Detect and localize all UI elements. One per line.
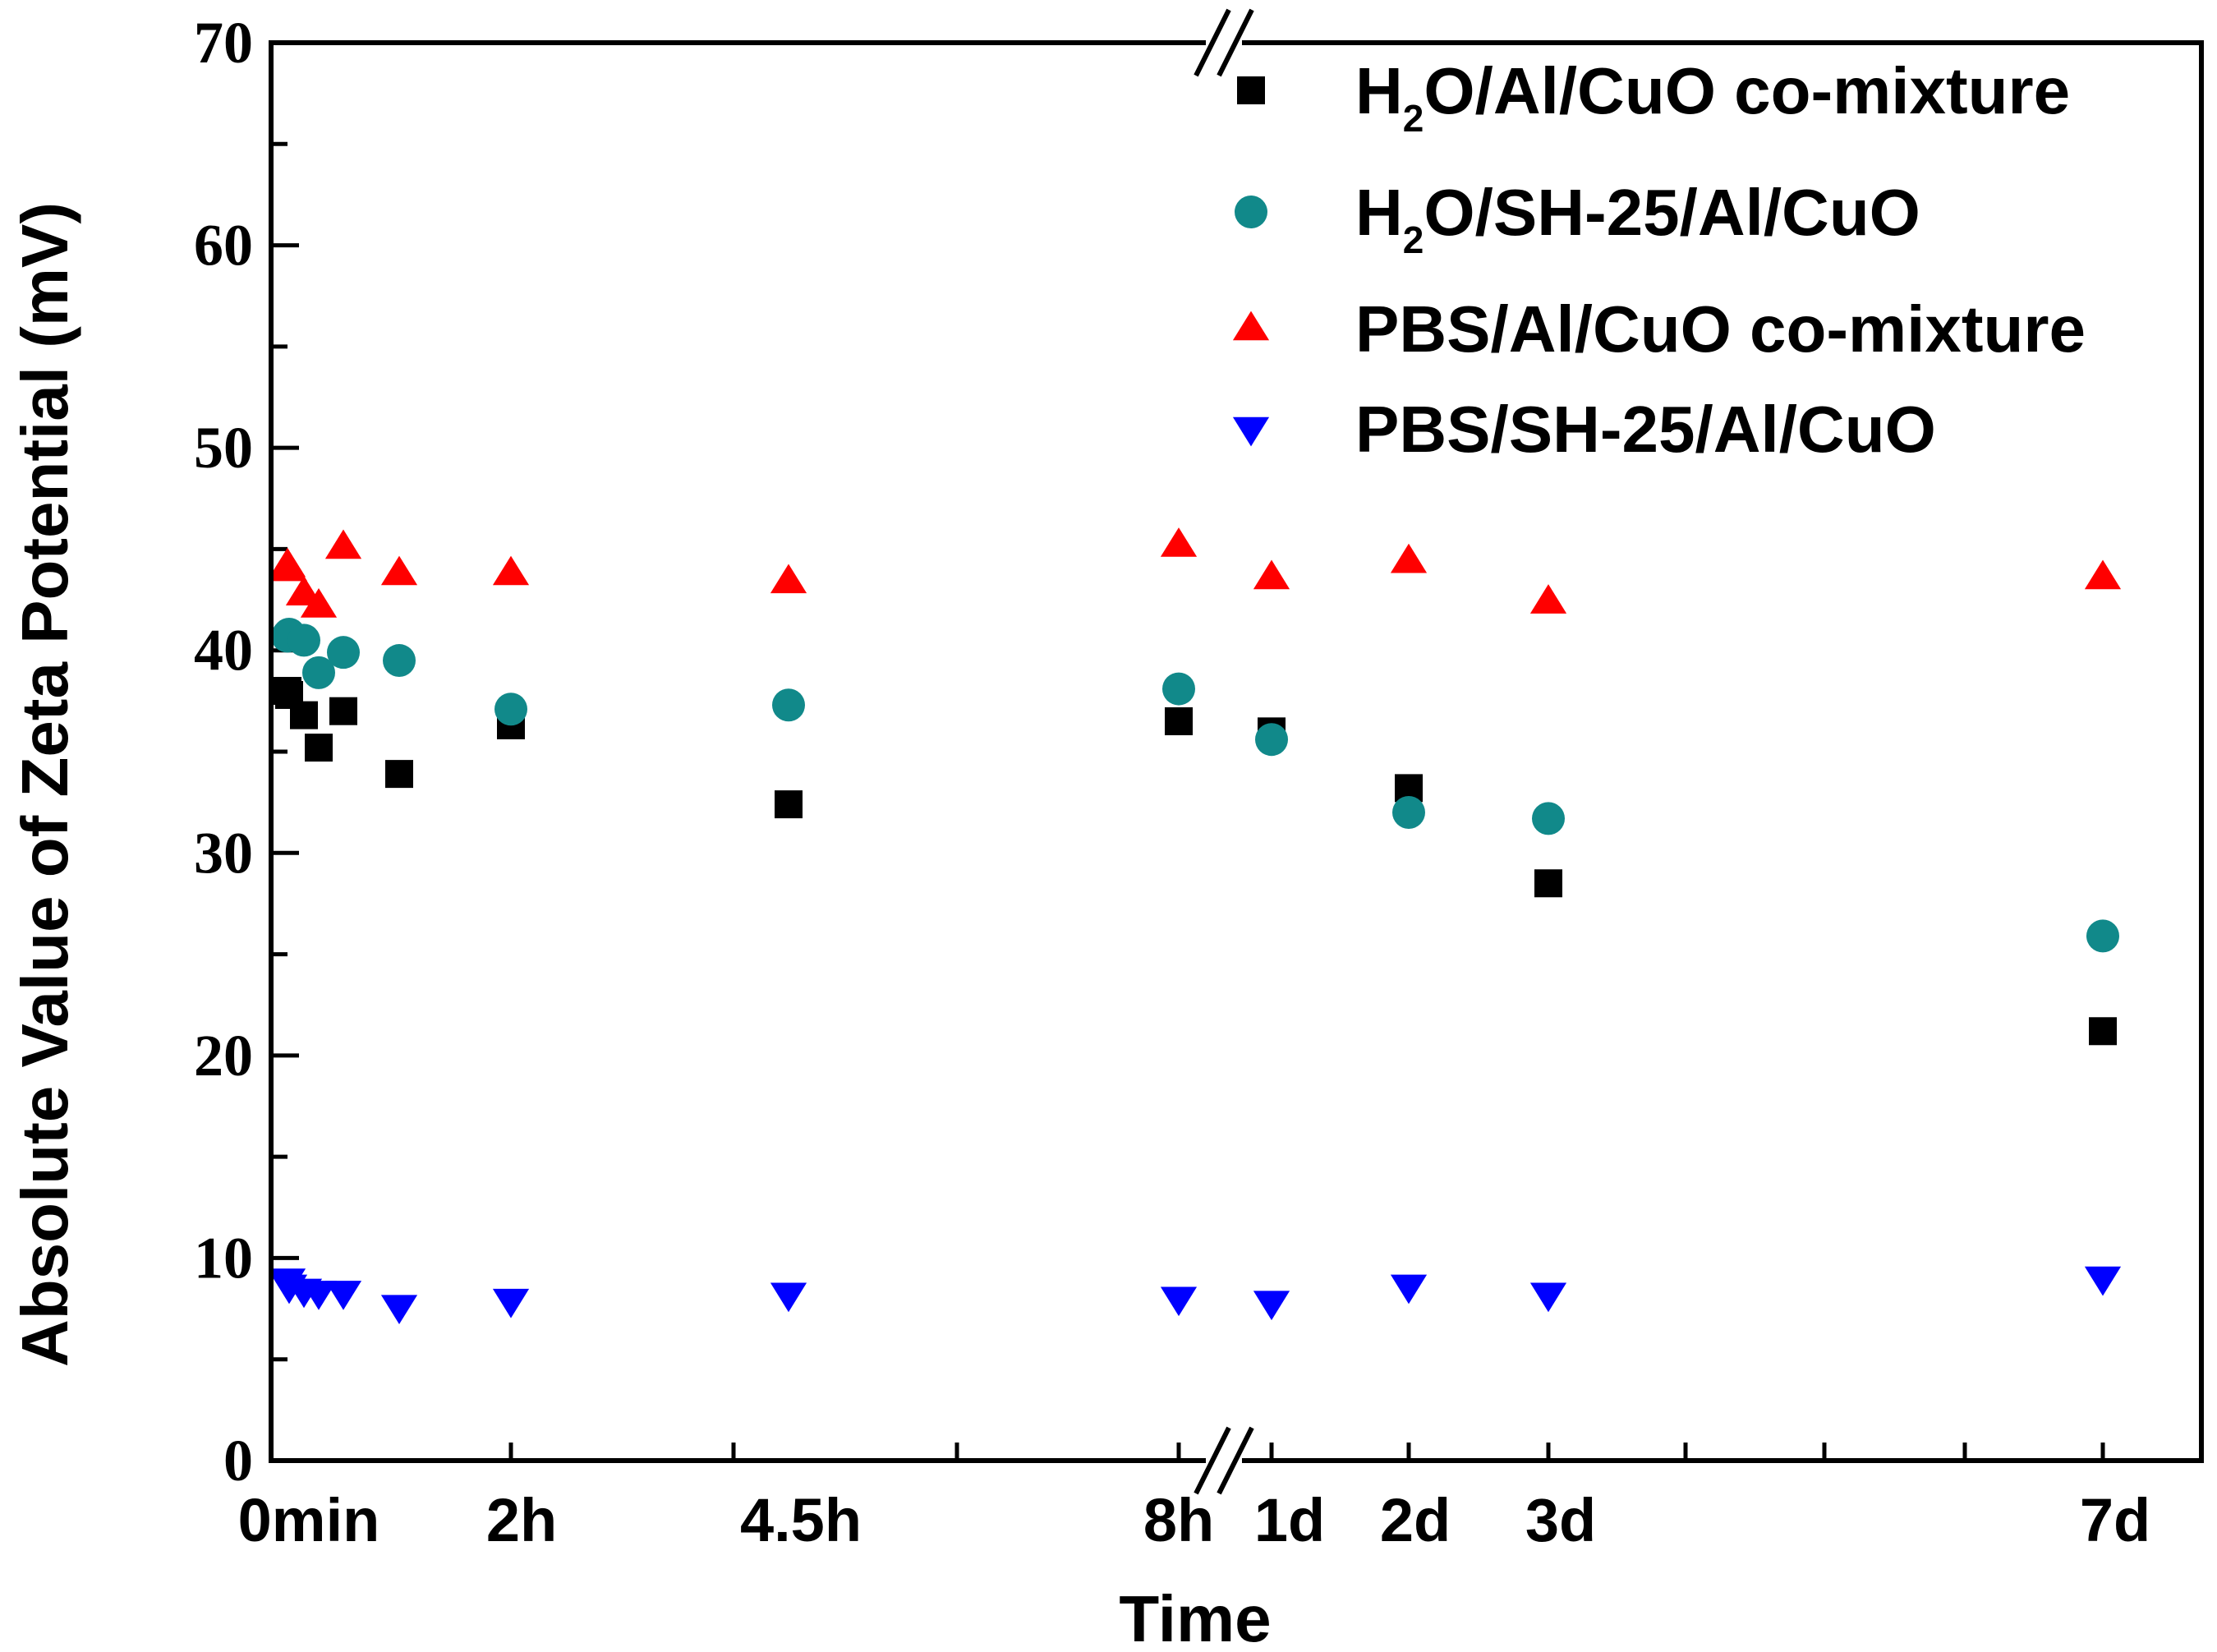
data-point-square <box>329 697 357 725</box>
data-point-triangle-up <box>492 555 530 586</box>
data-point-circle <box>2086 919 2119 953</box>
data-point-triangle-down <box>1390 1274 1428 1305</box>
data-point-circle <box>327 636 360 670</box>
series-3 <box>269 527 2122 618</box>
data-point-circle <box>772 688 805 722</box>
axis-break <box>1194 8 1254 1495</box>
y-axis-title: Absolute Value of Zeta Potential (mV) <box>8 202 81 1367</box>
data-point-square <box>385 760 413 789</box>
y-tick-label: 0 <box>223 1428 253 1493</box>
data-point-circle <box>287 624 320 657</box>
x-axis-title: Time <box>1119 1582 1271 1652</box>
x-tick-label: 2h <box>486 1486 557 1554</box>
legend: H2O/Al/CuO co-mixture H2O/SH-25/Al/CuO PBS… <box>1232 54 2086 466</box>
y-tick-label: 10 <box>194 1225 253 1291</box>
y-tick-labels: 0 10 20 30 40 50 60 70 <box>194 10 253 1493</box>
series-4 <box>269 1266 2122 1325</box>
data-point-square <box>2089 1017 2117 1046</box>
y-tick-label: 70 <box>194 10 253 76</box>
data-point-square <box>775 790 803 819</box>
data-point-triangle-down <box>492 1288 530 1318</box>
legend-label: PBS/Al/CuO co-mixture <box>1355 292 2086 366</box>
data-point-triangle-up <box>324 529 362 559</box>
x-tick-label: 4.5h <box>740 1486 862 1554</box>
data-point-triangle-down <box>300 1281 338 1310</box>
y-tick-label: 30 <box>194 820 253 886</box>
x-tick-label: 2d <box>1380 1486 1451 1554</box>
data-point-circle <box>1532 802 1565 835</box>
data-point-triangle-up <box>300 588 338 618</box>
y-tick-label: 50 <box>194 415 253 481</box>
data-point-triangle-down <box>770 1282 807 1313</box>
data-point-triangle-down <box>1160 1286 1198 1317</box>
axis-break-slash <box>1194 8 1231 77</box>
data-point-triangle-up <box>770 564 807 594</box>
x-tick-label: 7d <box>2080 1486 2150 1554</box>
x-tick-labels: 0min 2h 4.5h 8h 1d 2d 3d 7d <box>238 1486 2151 1554</box>
data-point-triangle-up <box>270 551 308 582</box>
data-point-square <box>305 734 333 762</box>
data-point-triangle-up <box>2084 559 2122 590</box>
x-tick-label: 0min <box>238 1486 380 1554</box>
data-point-triangle-up <box>1529 584 1567 614</box>
data-markers <box>269 527 2122 1325</box>
data-point-triangle-down <box>380 1295 418 1325</box>
series-1 <box>274 677 2117 1046</box>
data-point-triangle-down <box>1529 1282 1567 1313</box>
x-tick-label: 8h <box>1143 1486 1214 1554</box>
data-point-square <box>1237 76 1265 104</box>
data-point-circle <box>302 656 335 689</box>
data-point-circle <box>1392 795 1425 829</box>
data-point-triangle-down <box>1232 416 1270 447</box>
data-point-triangle-up <box>1232 311 1270 341</box>
y-tick-label: 60 <box>194 213 253 278</box>
axis-break-slash <box>1194 1426 1231 1495</box>
data-point-circle <box>1255 723 1288 757</box>
data-point-triangle-up <box>1160 527 1198 557</box>
series-2 <box>271 617 2119 953</box>
data-point-square <box>1534 869 1562 898</box>
data-point-triangle-down <box>324 1281 362 1310</box>
x-tick-label: 1d <box>1254 1486 1325 1554</box>
data-point-circle <box>1235 196 1267 228</box>
y-tick-label: 20 <box>194 1023 253 1088</box>
legend-label: H2O/SH-25/Al/CuO <box>1355 176 1920 261</box>
data-point-square <box>290 701 318 729</box>
data-point-circle <box>383 644 416 678</box>
data-point-triangle-up <box>1253 559 1290 590</box>
legend-label: H2O/Al/CuO co-mixture <box>1355 54 2070 140</box>
axis-break-slash <box>1217 1426 1254 1495</box>
data-point-circle <box>1162 672 1195 706</box>
data-point-triangle-down <box>1253 1291 1290 1321</box>
data-point-circle <box>494 693 527 726</box>
y-tick-label: 40 <box>194 618 253 683</box>
axis-break-slash <box>1217 8 1254 77</box>
data-point-square <box>1165 707 1193 736</box>
data-point-triangle-up <box>1390 543 1428 573</box>
legend-label: PBS/SH-25/Al/CuO <box>1355 393 1936 466</box>
data-point-triangle-down <box>2084 1266 2122 1296</box>
x-tick-label: 3d <box>1525 1486 1596 1554</box>
data-point-triangle-up <box>380 555 418 586</box>
